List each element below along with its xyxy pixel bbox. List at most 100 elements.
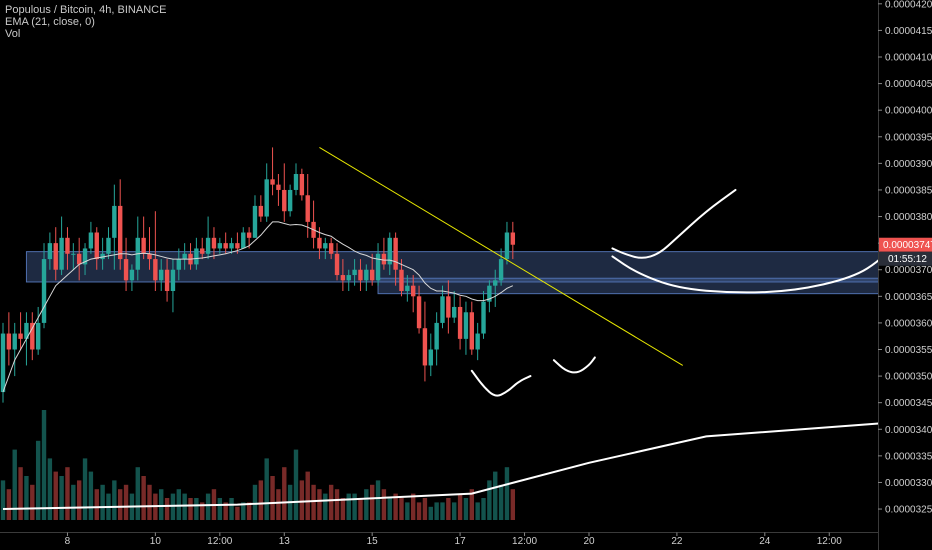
volume-indicator-label[interactable]: Vol xyxy=(5,28,21,40)
candle-body xyxy=(182,253,187,260)
candle xyxy=(282,163,287,222)
volume-bar xyxy=(164,498,170,520)
candle-body xyxy=(0,333,6,393)
last-price-badge xyxy=(879,237,932,252)
volume-bar xyxy=(112,480,117,520)
candle xyxy=(211,227,217,260)
volume-bar xyxy=(493,471,498,520)
volume-bar xyxy=(205,493,211,520)
volume-bar xyxy=(305,471,310,520)
candle-body xyxy=(170,269,176,291)
volume-bar xyxy=(82,458,88,520)
volume-bar xyxy=(264,458,269,520)
volume-bar xyxy=(340,498,346,520)
candle xyxy=(205,216,211,260)
candle xyxy=(41,243,47,329)
candle xyxy=(493,269,498,307)
candle xyxy=(0,322,6,403)
volume-bar xyxy=(381,489,387,520)
volume-bar xyxy=(217,498,223,520)
volume-bar xyxy=(346,493,351,520)
candle xyxy=(194,237,199,270)
volume-bar xyxy=(24,476,29,520)
candle xyxy=(129,264,135,291)
candle-body xyxy=(352,269,357,276)
candle-body xyxy=(118,205,123,260)
candle-body xyxy=(24,322,29,339)
volume-bar xyxy=(375,480,381,520)
candle-body xyxy=(35,322,41,350)
candle xyxy=(223,232,228,254)
candle-body xyxy=(393,237,398,270)
candle xyxy=(176,248,181,281)
volume-bar xyxy=(188,498,193,520)
candle-body xyxy=(399,269,404,291)
candle-body xyxy=(481,301,486,334)
volume-bar xyxy=(299,480,305,520)
candle xyxy=(76,237,82,281)
candle xyxy=(428,333,433,377)
ema-indicator-label[interactable]: EMA (21, close, 0) xyxy=(5,16,95,28)
candle-body xyxy=(334,253,340,276)
descending-trendline xyxy=(319,146,684,366)
candle-body xyxy=(411,285,416,297)
candle xyxy=(481,291,486,339)
time-tick-label: 20 xyxy=(583,536,595,547)
candle xyxy=(440,285,445,329)
volume-bar xyxy=(422,498,428,520)
candle xyxy=(65,227,70,270)
candle xyxy=(375,243,381,286)
candle-body xyxy=(276,184,281,190)
candle-body xyxy=(487,285,492,302)
candle xyxy=(71,243,76,270)
candle-body xyxy=(112,205,117,238)
volume-bar xyxy=(241,502,246,520)
candle-body xyxy=(106,237,111,254)
candle xyxy=(446,280,451,334)
volume-bar xyxy=(358,498,363,520)
candle-body xyxy=(364,269,369,281)
candle xyxy=(293,163,299,196)
hand-drawn-curve-1 xyxy=(470,369,532,397)
volume-layer xyxy=(0,410,932,520)
volume-bar xyxy=(323,493,328,520)
candle xyxy=(399,259,404,297)
candle xyxy=(416,285,422,334)
candle xyxy=(94,227,99,270)
countdown-label: 01:55:12 xyxy=(888,254,927,265)
candle xyxy=(123,237,129,291)
time-tick-label: 12:00 xyxy=(817,536,842,547)
time-tick-label: 10 xyxy=(150,536,162,547)
candlestick-series xyxy=(0,147,516,403)
candle xyxy=(334,243,340,281)
symbol-title[interactable]: Populous / Bitcoin, 4h, BINANCE xyxy=(5,4,167,16)
candle xyxy=(422,301,428,382)
candle xyxy=(112,184,117,270)
candle xyxy=(299,168,305,201)
volume-bar xyxy=(428,506,433,520)
candle-body xyxy=(475,333,480,350)
volume-bar xyxy=(18,467,23,520)
candle-body xyxy=(141,237,146,254)
volume-bar xyxy=(469,489,474,520)
candle-body xyxy=(387,237,392,265)
candle-body xyxy=(217,243,223,249)
volume-bar xyxy=(475,502,480,520)
candle xyxy=(118,179,123,270)
candle xyxy=(352,259,357,286)
candle-body xyxy=(100,253,105,260)
volume-bar xyxy=(53,471,58,520)
candle-body xyxy=(194,248,199,265)
time-tick-label: 17 xyxy=(455,536,467,547)
candle xyxy=(229,237,234,254)
candle xyxy=(100,237,105,270)
